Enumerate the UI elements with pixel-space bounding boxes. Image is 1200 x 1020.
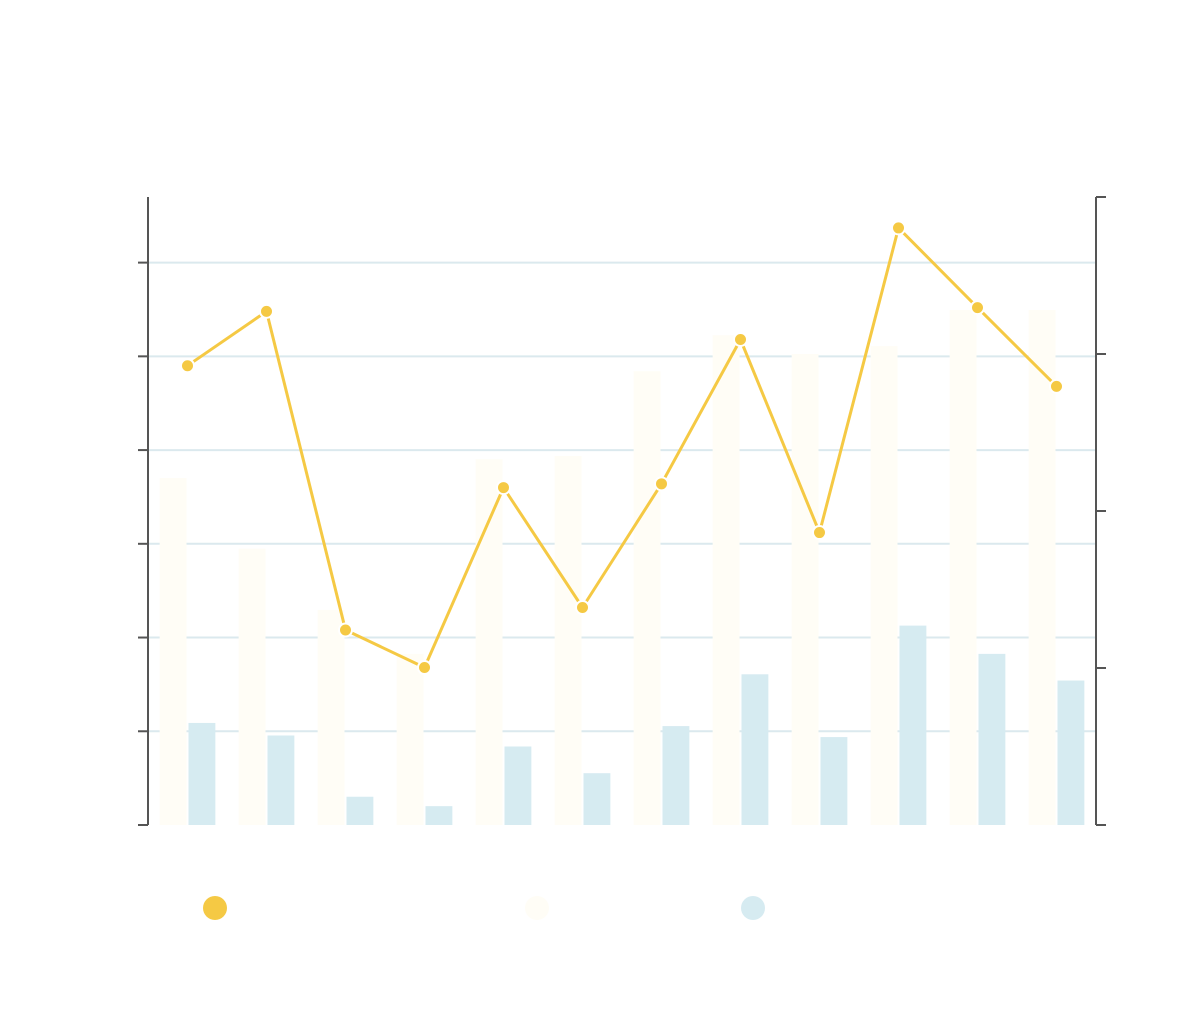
line-point-2	[259, 303, 274, 319]
line-point-10	[891, 220, 906, 236]
line-series	[180, 220, 1064, 676]
bar-light-1	[159, 478, 187, 825]
line-point-3	[338, 622, 353, 638]
line-path	[186, 226, 1058, 669]
line-point-9	[812, 525, 827, 541]
legend-marker-2	[525, 896, 549, 920]
bar-light-8	[712, 335, 740, 825]
bar-blue-9	[820, 737, 848, 825]
bar-blue-1	[188, 722, 216, 825]
bar-light-3	[317, 609, 345, 825]
axes	[138, 196, 1106, 826]
line-point-8	[733, 331, 748, 347]
line-point-11	[970, 300, 985, 316]
legend-marker-3	[741, 896, 765, 920]
bar-blue-11	[978, 653, 1006, 825]
bar-light-10	[870, 346, 898, 825]
bar-blue-2	[267, 735, 295, 825]
bar-blue-5	[504, 746, 532, 825]
legend-marker-1	[203, 896, 227, 920]
bar-blue-8	[741, 674, 769, 825]
line-point-7	[654, 476, 669, 492]
bar-light-11	[949, 310, 977, 825]
legend	[203, 896, 765, 920]
line-point-4	[417, 660, 432, 676]
bar-blue-10	[899, 625, 927, 825]
bar-series-light	[159, 310, 1056, 825]
bar-light-9	[791, 354, 819, 825]
bar-light-12	[1028, 310, 1056, 825]
bar-blue-6	[583, 773, 611, 825]
bar-blue-12	[1057, 680, 1085, 825]
bar-light-6	[554, 456, 582, 825]
bar-light-4	[396, 653, 424, 825]
bar-series-blue	[188, 625, 1085, 825]
bar-light-7	[633, 371, 661, 825]
bar-blue-7	[662, 726, 690, 825]
bar-blue-3	[346, 796, 374, 825]
bar-blue-4	[425, 806, 453, 825]
bar-light-5	[475, 459, 503, 825]
line-point-5	[496, 480, 511, 496]
bar-light-2	[238, 548, 266, 825]
line-point-12	[1049, 378, 1064, 394]
line-point-6	[575, 600, 590, 616]
line-point-1	[180, 358, 195, 374]
